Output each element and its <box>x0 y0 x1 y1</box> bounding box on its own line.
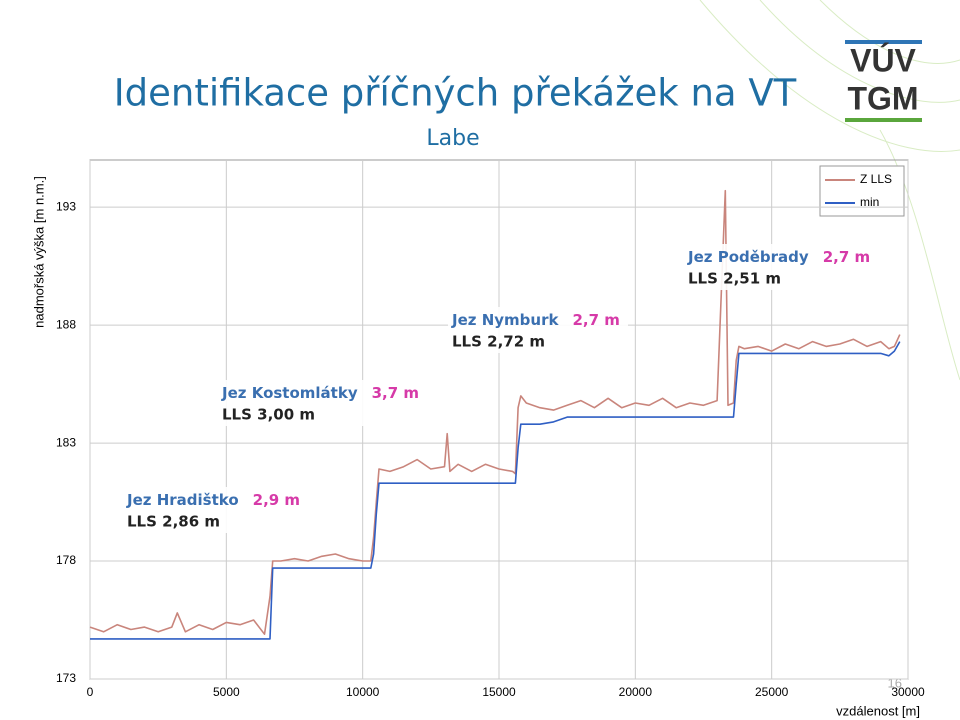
y-tick-label: 193 <box>56 199 76 213</box>
annotation-title: Jez Poděbrady 2,7 m <box>687 248 870 266</box>
annotation-height: 3,7 m <box>372 384 419 402</box>
y-tick-label: 173 <box>56 671 76 685</box>
annotation-title: Jez Hradištko 2,9 m <box>126 491 300 509</box>
x-tick-label: 10000 <box>346 685 380 699</box>
logo-text: TGM <box>847 80 918 116</box>
plot-area <box>89 160 909 680</box>
x-tick-label: 25000 <box>755 685 789 699</box>
y-tick-label: 188 <box>56 317 76 331</box>
annotation-name: Jez Nymburk <box>451 311 559 329</box>
y-axis-label: nadmořská výška [m n.m.] <box>31 176 46 328</box>
annotation-height: 2,7 m <box>572 311 619 329</box>
x-axis-label: vzdálenost [m] <box>836 703 920 718</box>
legend-label: Z LLS <box>860 172 892 186</box>
slide-title: Identifikace příčných překážek na VT <box>114 72 797 115</box>
annotation-title: Jez Kostomlátky 3,7 m <box>221 384 419 402</box>
x-tick-label: 15000 <box>482 685 516 699</box>
annotation-lls: LLS 2,72 m <box>452 333 545 351</box>
series-line <box>90 341 901 640</box>
x-tick-label: 5000 <box>213 685 240 699</box>
annotation-lls: LLS 3,00 m <box>222 406 315 424</box>
y-tick-label: 183 <box>56 435 76 449</box>
annotation-bg <box>448 307 628 353</box>
annotation-name: Jez Kostomlátky <box>221 384 358 402</box>
x-tick-label: 30000 <box>891 685 925 699</box>
annotation-bg <box>684 244 864 290</box>
logo-text: VÚV <box>850 42 916 78</box>
y-tick-label: 178 <box>56 553 76 567</box>
annotation-title: Jez Nymburk 2,7 m <box>451 311 620 329</box>
annotation-height: 2,7 m <box>823 248 870 266</box>
annotation-lls: LLS 2,51 m <box>688 270 781 288</box>
decoration <box>699 0 960 381</box>
annotation-lls: LLS 2,86 m <box>127 513 220 531</box>
legend: Z LLS min <box>819 165 905 217</box>
annotation: Jez Hradištko 2,9 m LLS 2,86 m <box>123 487 303 533</box>
series-line <box>89 189 901 635</box>
annotation: Jez Nymburk 2,7 m LLS 2,72 m <box>448 307 628 353</box>
logo-bar <box>845 40 922 44</box>
annotation: Jez Kostomlátky 3,7 m LLS 3,00 m <box>218 380 419 426</box>
logo: VÚV TGM <box>845 40 922 122</box>
annotation-height: 2,9 m <box>253 491 300 509</box>
annotation-name: Jez Poděbrady <box>687 248 809 266</box>
annotation: Jez Poděbrady 2,7 m LLS 2,51 m <box>684 244 870 290</box>
annotation-name: Jez Hradištko <box>126 491 239 509</box>
subtitle: Labe <box>426 126 479 151</box>
annotation-bg <box>123 487 303 533</box>
logo-bar <box>845 118 922 122</box>
legend-label: min <box>860 195 879 209</box>
x-tick-label: 0 <box>87 685 94 699</box>
annotation-bg <box>218 380 398 426</box>
x-tick-label: 20000 <box>619 685 653 699</box>
